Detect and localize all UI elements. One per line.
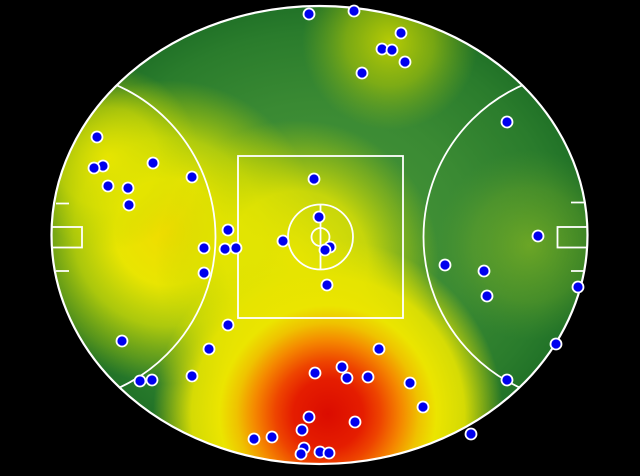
event-point [276,234,290,248]
event-point [403,376,417,390]
event-point [394,26,408,40]
event-point [295,423,309,437]
event-point [355,66,369,80]
left-goal-square [51,226,83,249]
event-point [312,210,326,224]
event-point [348,415,362,429]
event-point [464,427,478,441]
event-point [221,318,235,332]
event-point [571,280,585,294]
event-point [340,371,354,385]
event-point [185,369,199,383]
boundary-line [50,4,589,466]
centre-square [237,155,404,319]
event-point [416,400,430,414]
event-point [318,243,332,257]
event-points [87,4,585,461]
event-point [320,278,334,292]
event-point [145,373,159,387]
heat-region-top-centre-yellowgreen [302,6,478,130]
event-point [202,342,216,356]
heat-region-bottom-centre-hotspot [153,239,503,464]
event-point [500,115,514,129]
event-point [197,241,211,255]
event-point [218,242,232,256]
event-point [531,229,545,243]
event-point [229,241,243,255]
event-point [122,198,136,212]
event-point [480,289,494,303]
event-point [500,373,514,387]
event-point [322,446,336,460]
event-point [185,170,199,184]
event-point [90,130,104,144]
event-point [335,360,349,374]
event-point [477,264,491,278]
event-point [549,337,563,351]
event-point [87,161,101,175]
event-point [294,447,308,461]
right-goal-square [556,226,588,249]
event-point [308,366,322,380]
event-point [133,374,147,388]
event-point [115,334,129,348]
event-point [307,172,321,186]
field-markings [51,70,588,404]
event-point [361,370,375,384]
event-point [347,4,361,18]
event-point [197,266,211,280]
event-point [398,55,412,69]
event-point [221,223,235,237]
event-point [121,181,135,195]
right-fifty-metre-arc [422,70,588,404]
event-point [265,430,279,444]
event-point [101,179,115,193]
event-point [302,7,316,21]
event-point [247,432,261,446]
left-fifty-metre-arc [51,70,217,404]
event-point [372,342,386,356]
event-point [146,156,160,170]
event-point [385,43,399,57]
event-point [438,258,452,272]
event-point [302,410,316,424]
